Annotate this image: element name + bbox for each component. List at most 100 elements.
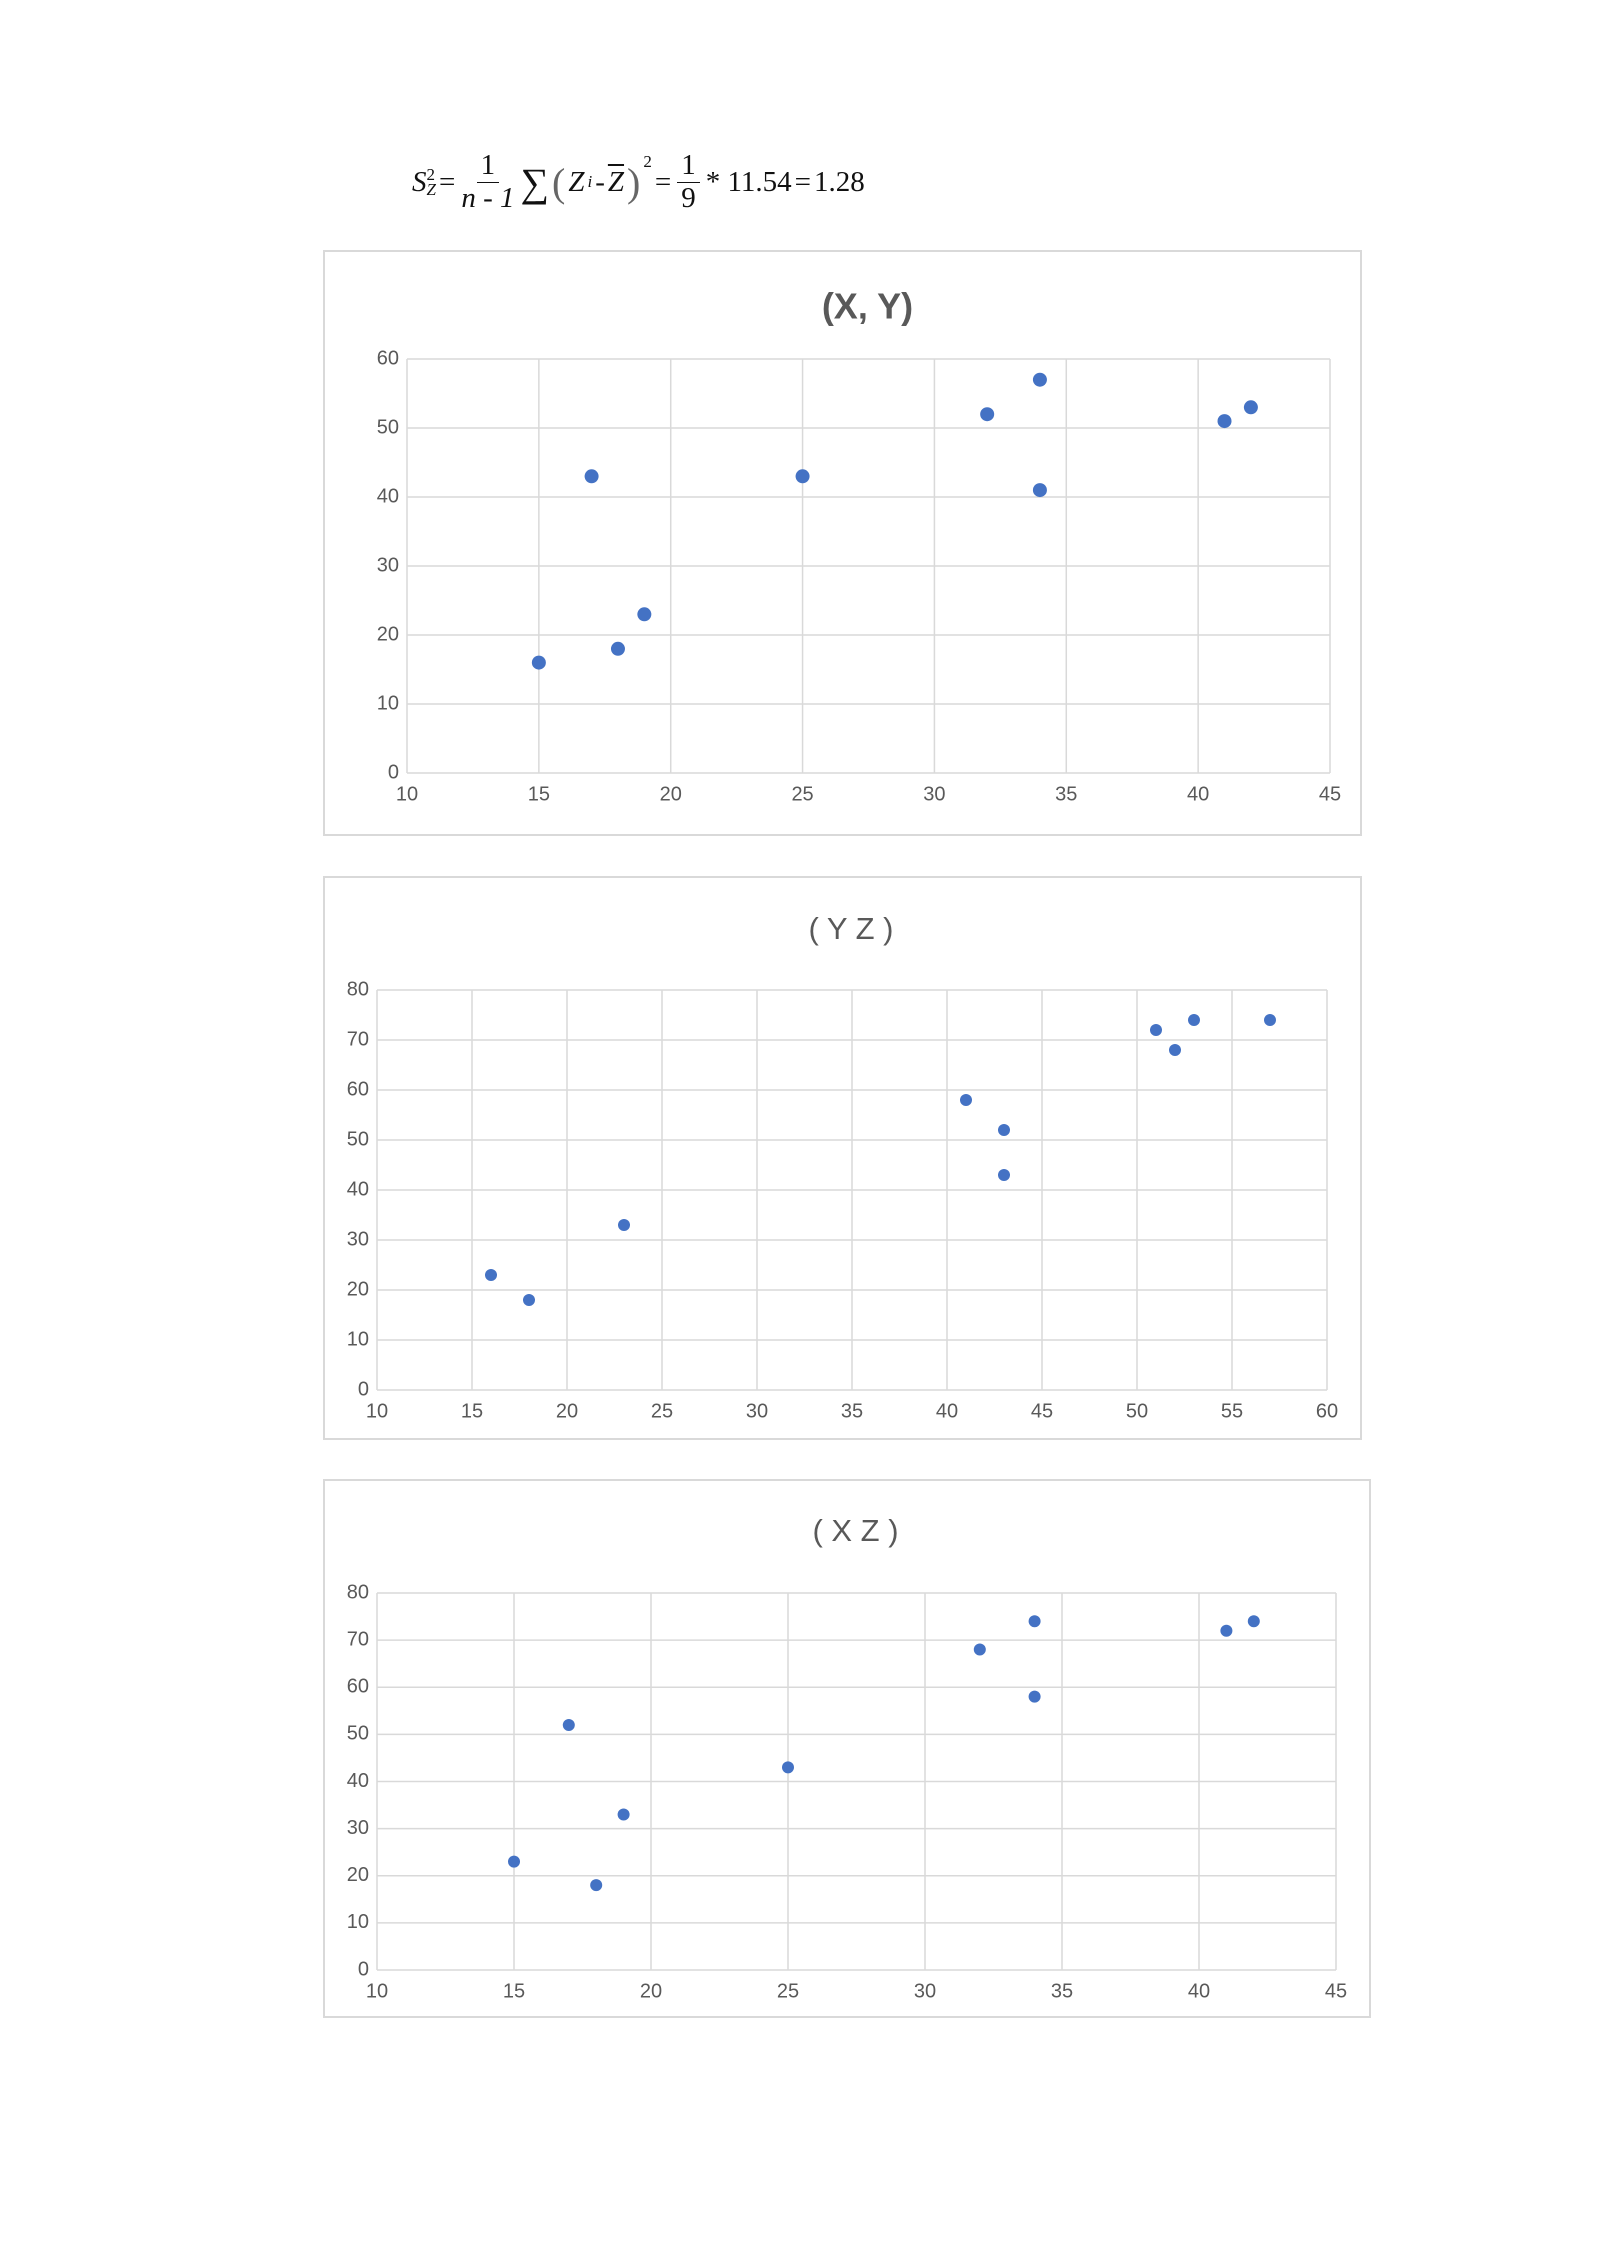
formula-minus: - xyxy=(595,165,605,198)
y-tick-label: 60 xyxy=(347,1676,369,1698)
point xyxy=(1217,414,1232,429)
point xyxy=(1220,1624,1233,1637)
x-tick-label: 20 xyxy=(640,1980,662,2002)
y-tick-label: 70 xyxy=(347,1628,369,1650)
x-tick-label: 50 xyxy=(1126,1400,1148,1422)
formula-exponent: 2 xyxy=(426,165,436,185)
x-tick-label: 40 xyxy=(1187,783,1209,805)
formula-term-subscript: i xyxy=(587,172,593,192)
y-tick-label: 30 xyxy=(347,1228,369,1250)
point xyxy=(1247,1615,1260,1628)
fraction-numerator: 1 xyxy=(677,149,700,183)
y-tick-label: 40 xyxy=(377,485,399,507)
y-tick-label: 0 xyxy=(388,761,399,783)
point xyxy=(1150,1024,1162,1036)
chart-title: ( X Z ) xyxy=(812,1513,898,1548)
y-tick-label: 30 xyxy=(377,554,399,576)
x-tick-label: 55 xyxy=(1221,1400,1243,1422)
x-tick-label: 20 xyxy=(556,1400,578,1422)
x-tick-label: 10 xyxy=(366,1400,388,1422)
x-tick-label: 45 xyxy=(1031,1400,1053,1422)
x-tick-label: 30 xyxy=(923,783,945,805)
x-tick-label: 10 xyxy=(396,783,418,805)
formula-paren: ( xyxy=(552,159,566,205)
formula-result: 1.28 xyxy=(814,165,865,198)
y-tick-label: 20 xyxy=(377,623,399,645)
x-tick-label: 35 xyxy=(841,1400,863,1422)
y-tick-label: 40 xyxy=(347,1178,369,1200)
formula-multiplier: * 11.54 xyxy=(705,165,792,198)
formula-equals: = xyxy=(794,165,812,198)
y-tick-label: 60 xyxy=(377,347,399,369)
point xyxy=(1264,1014,1276,1026)
y-tick-label: 10 xyxy=(347,1328,369,1350)
point xyxy=(610,641,625,656)
formula-paren: ) xyxy=(627,159,641,205)
y-tick-label: 50 xyxy=(377,416,399,438)
formula-subscript: Z xyxy=(426,180,436,200)
x-tick-label: 20 xyxy=(660,783,682,805)
x-tick-label: 30 xyxy=(914,1980,936,2002)
point xyxy=(998,1169,1010,1181)
y-tick-label: 50 xyxy=(347,1128,369,1150)
x-tick-label: 15 xyxy=(461,1400,483,1422)
x-tick-label: 60 xyxy=(1316,1400,1338,1422)
x-tick-label: 10 xyxy=(366,1980,388,2002)
point xyxy=(485,1269,497,1281)
fraction-denominator: n - 1 xyxy=(461,181,515,214)
x-tick-label: 35 xyxy=(1051,1980,1073,2002)
formula-term: Z xyxy=(568,165,585,198)
y-tick-label: 30 xyxy=(347,1817,369,1839)
formula-variable: S xyxy=(412,165,427,198)
x-tick-label: 25 xyxy=(651,1400,673,1422)
fraction-numerator: 1 xyxy=(476,149,500,183)
y-tick-label: 80 xyxy=(347,1581,369,1603)
point xyxy=(960,1094,972,1106)
chart-title: (X, Y) xyxy=(822,286,913,327)
x-tick-label: 30 xyxy=(746,1400,768,1422)
point xyxy=(523,1294,535,1306)
point xyxy=(980,407,995,422)
formula-equals: = xyxy=(438,165,456,198)
y-tick-label: 20 xyxy=(347,1864,369,1886)
formula-mean: Z xyxy=(607,165,625,198)
y-tick-label: 20 xyxy=(347,1278,369,1300)
y-tick-label: 70 xyxy=(347,1028,369,1050)
point xyxy=(1028,1615,1041,1628)
point xyxy=(1028,1690,1041,1703)
x-tick-label: 25 xyxy=(791,783,813,805)
point xyxy=(1169,1044,1181,1056)
x-tick-label: 45 xyxy=(1319,783,1341,805)
point xyxy=(1032,483,1047,498)
point xyxy=(637,607,652,622)
x-tick-label: 15 xyxy=(528,783,550,805)
point xyxy=(618,1219,630,1231)
y-tick-label: 0 xyxy=(358,1958,369,1980)
chart-frame xyxy=(323,250,1362,836)
y-tick-label: 50 xyxy=(347,1723,369,1745)
formula-exponent: 2 xyxy=(643,152,652,171)
point xyxy=(973,1643,986,1656)
x-tick-label: 40 xyxy=(936,1400,958,1422)
y-tick-label: 10 xyxy=(347,1911,369,1933)
point xyxy=(782,1761,794,1774)
point xyxy=(590,1879,603,1892)
point xyxy=(1032,372,1047,387)
y-tick-label: 40 xyxy=(347,1770,369,1792)
x-tick-label: 15 xyxy=(503,1980,525,2002)
formula-equals: = xyxy=(654,165,672,198)
chart-title: ( Y Z ) xyxy=(809,911,894,946)
y-tick-label: 60 xyxy=(347,1078,369,1100)
point xyxy=(508,1855,520,1868)
point xyxy=(584,469,599,484)
y-tick-label: 80 xyxy=(347,978,369,1000)
point xyxy=(998,1124,1010,1136)
point xyxy=(617,1808,630,1821)
formula-sum: ∑ xyxy=(520,159,550,205)
y-tick-label: 0 xyxy=(358,1378,369,1400)
